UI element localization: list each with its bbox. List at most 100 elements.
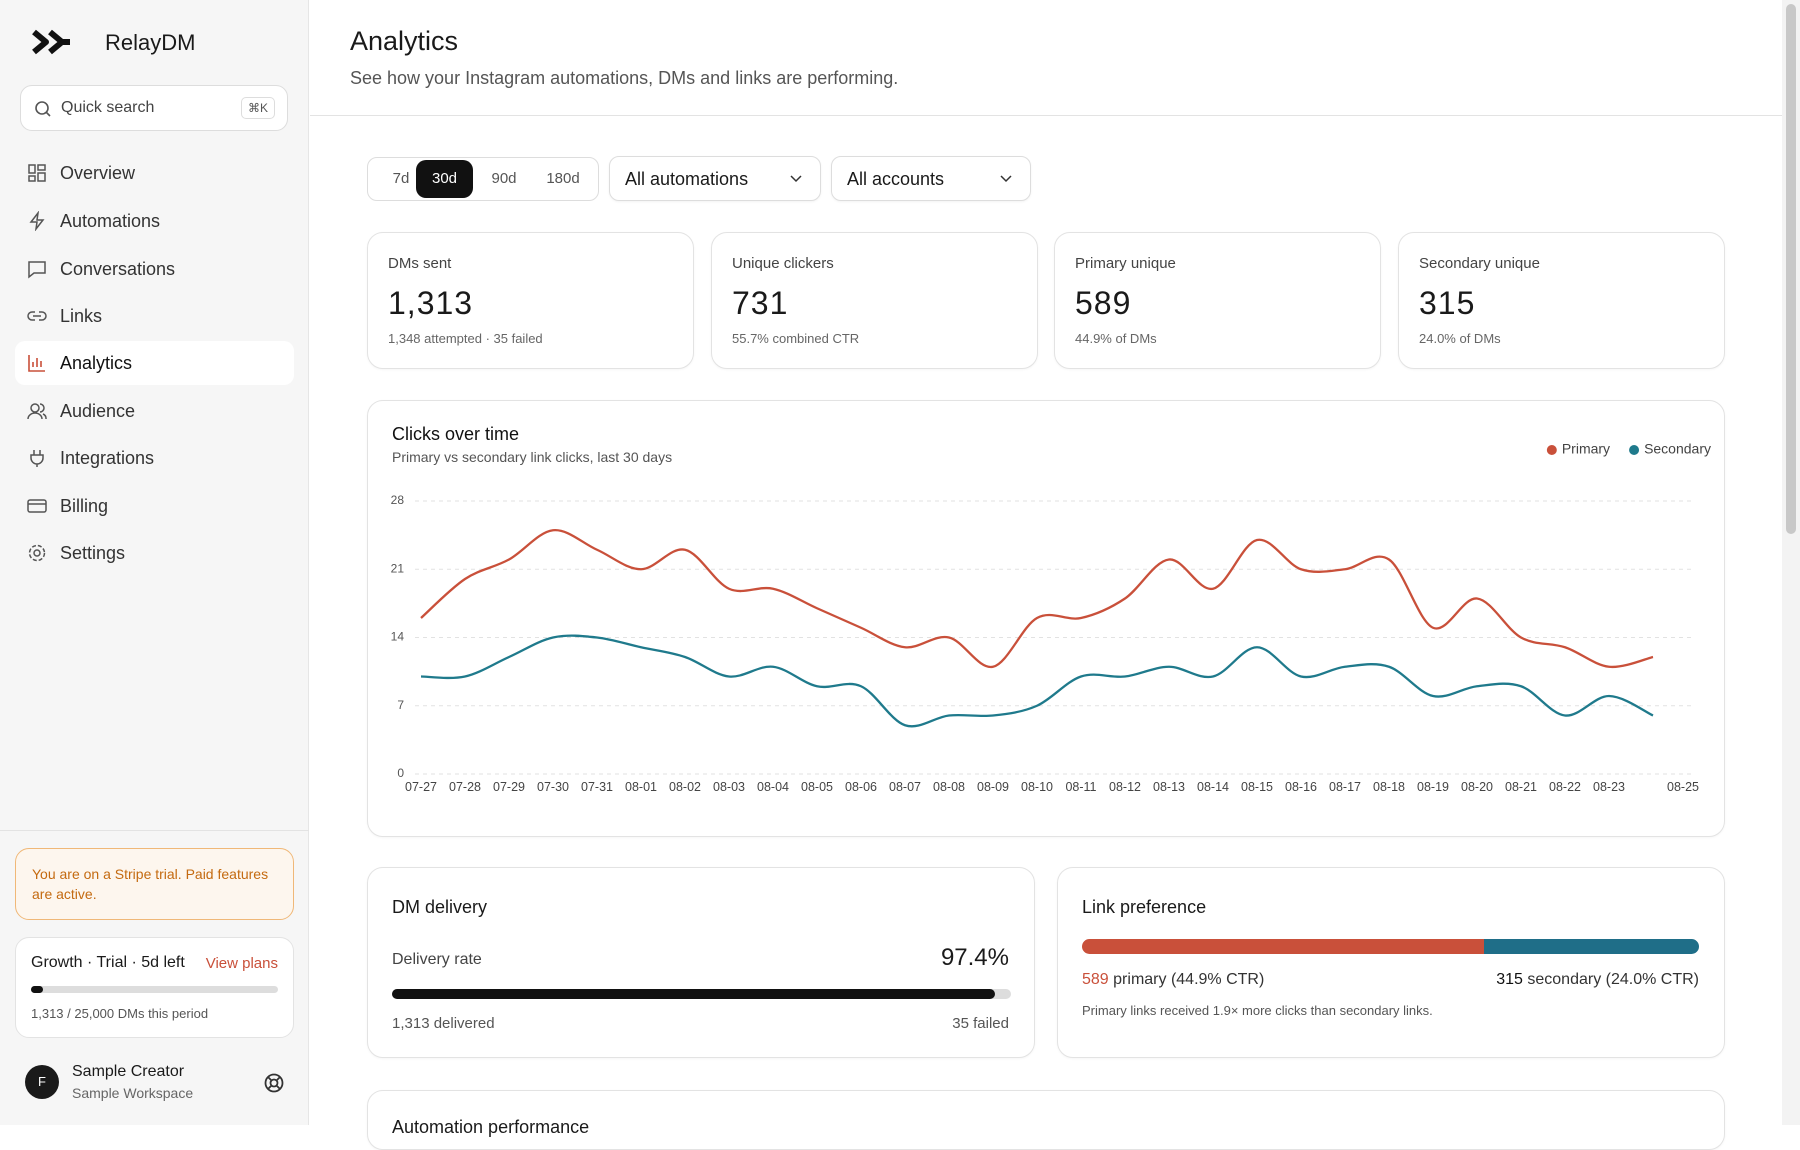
- legend-label: Primary: [1562, 441, 1610, 457]
- nav-item[interactable]: Audience: [15, 389, 294, 433]
- x-tick-label: 08-20: [1461, 780, 1493, 794]
- secondary-share: [1484, 939, 1699, 954]
- card-title: Link preference: [1082, 897, 1207, 917]
- x-tick-label: 08-04: [757, 780, 789, 794]
- stat-note: 44.9% of DMs: [1075, 331, 1157, 346]
- card-title: DM delivery: [392, 897, 488, 917]
- page-subtitle: See how your Instagram automations, DMs …: [350, 68, 899, 88]
- secondary-count: 315: [1496, 971, 1523, 988]
- x-tick-label: 08-19: [1417, 780, 1449, 794]
- trial-notice: You are on a Stripe trial. Paid features…: [15, 848, 294, 920]
- y-tick-label: 7: [397, 698, 404, 712]
- nav-item[interactable]: Integrations: [15, 436, 294, 480]
- delivery-card: DM delivery Delivery rate 97.4% 1,313 de…: [367, 867, 1035, 1058]
- legend-swatch: [1629, 445, 1640, 455]
- stat-card: Unique clickers 731 55.7% combined CTR: [711, 232, 1038, 369]
- stat-card: Secondary unique 315 24.0% of DMs: [1398, 232, 1725, 369]
- x-tick-label: 08-10: [1021, 780, 1053, 794]
- logo: [32, 29, 70, 55]
- line-series: [420, 529, 1654, 669]
- select-label: All automations: [625, 169, 749, 189]
- x-tick-label: 08-23: [1593, 780, 1625, 794]
- range-option[interactable]: 30d: [416, 160, 473, 198]
- chart-title: Clicks over time: [392, 424, 519, 444]
- nav-label: Conversations: [60, 258, 176, 279]
- x-tick-label: 08-15: [1241, 780, 1273, 794]
- nav-label: Automations: [60, 210, 161, 231]
- x-tick-label: 08-09: [977, 780, 1009, 794]
- primary-share: [1082, 939, 1484, 954]
- stat-label: Secondary unique: [1419, 255, 1540, 272]
- x-tick-label: 08-03: [713, 780, 745, 794]
- view-plans[interactable]: View plans: [205, 955, 278, 972]
- chart-card: Clicks over time Primary vs secondary li…: [367, 400, 1725, 837]
- stat-label: Primary unique: [1075, 255, 1176, 272]
- nav-item[interactable]: Settings: [15, 531, 294, 575]
- x-tick-label: 08-02: [669, 780, 701, 794]
- select-label: All accounts: [847, 169, 945, 189]
- range-option[interactable]: 90d: [491, 170, 517, 187]
- nav-item[interactable]: Links: [15, 294, 294, 338]
- nav-item[interactable]: Billing: [15, 484, 294, 528]
- stat-value: 1,313: [388, 285, 474, 321]
- rate-label: Delivery rate: [392, 951, 482, 968]
- search-placeholder: Quick search: [61, 99, 155, 116]
- avatar: F: [25, 1065, 59, 1099]
- x-tick-label: 08-16: [1285, 780, 1317, 794]
- range-option[interactable]: 180d: [546, 170, 580, 187]
- nav-item[interactable]: Conversations: [15, 247, 294, 291]
- x-tick-label: 08-25: [1667, 780, 1699, 794]
- stat-note: 24.0% of DMs: [1419, 331, 1501, 346]
- x-tick-label: 07-28: [449, 780, 481, 794]
- nav-item[interactable]: Overview: [15, 151, 294, 195]
- x-tick-label: 08-14: [1197, 780, 1229, 794]
- rate-value: 97.4%: [940, 944, 1009, 971]
- delivery-bar: [392, 989, 995, 999]
- stat-card: Primary unique 589 44.9% of DMs: [1054, 232, 1381, 369]
- range-option[interactable]: 7d: [392, 170, 410, 187]
- nav-item[interactable]: Analytics: [15, 341, 294, 385]
- x-tick-label: 08-18: [1373, 780, 1405, 794]
- scrollbar[interactable]: [1782, 0, 1800, 1125]
- nav-label: Billing: [60, 495, 109, 516]
- x-tick-label: 08-22: [1549, 780, 1581, 794]
- x-tick-label: 08-01: [625, 780, 657, 794]
- stat-note: 1,348 attempted · 35 failed: [388, 331, 543, 346]
- stat-value: 589: [1075, 285, 1132, 321]
- chart: Clicks over time Primary vs secondary li…: [391, 424, 1711, 794]
- nav-item[interactable]: Automations: [15, 199, 294, 243]
- x-tick-label: 08-05: [801, 780, 833, 794]
- page-title: Analytics: [350, 26, 459, 56]
- sidebar: RelayDM Quick search ⌘K Overview Automat…: [0, 0, 309, 1125]
- preference-note: Primary links received 1.9× more clicks …: [1082, 1003, 1433, 1018]
- nav-label: Audience: [60, 400, 136, 421]
- search[interactable]: Quick search ⌘K: [20, 85, 288, 131]
- x-tick-label: 08-11: [1065, 780, 1096, 794]
- nav-label: Links: [60, 305, 103, 326]
- x-tick-label: 08-21: [1505, 780, 1537, 794]
- x-tick-label: 08-07: [889, 780, 921, 794]
- stat-label: DMs sent: [388, 255, 452, 272]
- nav-label: Settings: [60, 542, 126, 563]
- secondary-text: secondary (24.0% CTR): [1527, 971, 1699, 988]
- y-tick-label: 0: [397, 766, 404, 780]
- legend-label: Secondary: [1644, 441, 1711, 457]
- stat-label: Unique clickers: [732, 255, 834, 272]
- x-tick-label: 07-27: [405, 780, 437, 794]
- range-toggle: 7d 30d 90d 180d: [367, 157, 599, 201]
- account-select[interactable]: All accounts: [831, 156, 1031, 201]
- x-tick-label: 07-31: [581, 780, 613, 794]
- line-series: [420, 634, 1654, 728]
- y-tick-label: 14: [391, 630, 405, 644]
- primary-text: primary (44.9% CTR): [1113, 971, 1265, 988]
- automation-select[interactable]: All automations: [609, 156, 821, 201]
- delivered: 1,313 delivered: [392, 1015, 495, 1032]
- x-tick-label: 07-29: [493, 780, 525, 794]
- help-icon[interactable]: [263, 1072, 285, 1094]
- stat-value: 731: [732, 285, 789, 321]
- x-tick-label: 08-17: [1329, 780, 1361, 794]
- nav-label: Integrations: [60, 447, 155, 468]
- x-tick-label: 08-12: [1109, 780, 1141, 794]
- y-tick-label: 21: [391, 561, 405, 575]
